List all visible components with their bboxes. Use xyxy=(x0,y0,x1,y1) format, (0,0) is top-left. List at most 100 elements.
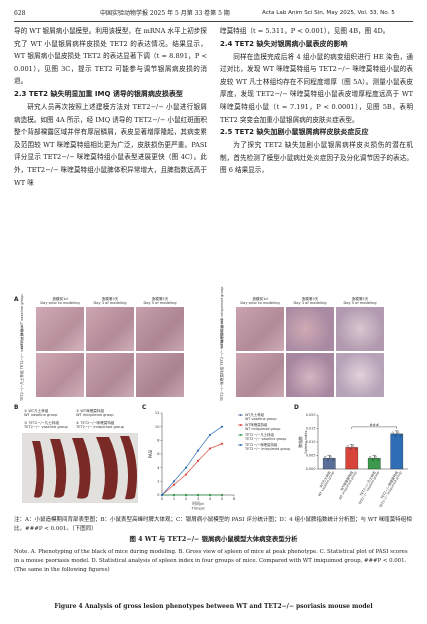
y-axis-label-cn: 脾指数 xyxy=(298,436,303,448)
y-tick-label: 4 xyxy=(157,466,160,470)
data-point xyxy=(209,494,211,496)
data-point xyxy=(185,494,187,496)
spleen-photo xyxy=(22,433,138,503)
x-tick-label: 6 xyxy=(233,497,236,501)
row-label: TET2−/−凡士林组 TET2−/− vaseline group xyxy=(20,325,24,401)
data-point xyxy=(209,447,211,449)
x-tick-label-en: TET2−/− imiquimod group xyxy=(378,470,403,509)
data-point xyxy=(197,460,199,462)
data-point xyxy=(185,473,187,475)
data-point xyxy=(397,432,399,434)
x-tick-label: 1 xyxy=(173,497,175,501)
skin-photo xyxy=(336,353,384,397)
data-point xyxy=(221,426,223,428)
x-tick-label: 2 xyxy=(185,497,187,501)
page-number: 628 xyxy=(14,10,25,17)
panel-b-label: B xyxy=(14,405,18,411)
x-axis-label-en: Time/d xyxy=(191,506,206,511)
bar xyxy=(391,434,403,469)
data-point xyxy=(347,445,349,447)
legend-marker xyxy=(240,424,242,426)
significance-bracket xyxy=(352,427,397,429)
row-label: TET2−/−咪喹莫特组 TET2−/− imiquimod group xyxy=(220,318,224,401)
legend-b-item: ② WT咪喹莫特组 WT imiquimod group xyxy=(76,409,114,417)
time-header: 造模第5天 Day 5 of modeling xyxy=(136,297,184,305)
bar xyxy=(323,458,335,469)
data-point xyxy=(392,432,394,434)
y-tick-label: 8 xyxy=(157,439,160,443)
legend-label-en: TET2−/− vaseline group xyxy=(244,437,286,441)
paragraph: 为了探究 TET2 缺失加剧小鼠银屑病样皮炎损伤的潜在机制，首先检测了模型小鼠病… xyxy=(220,139,413,177)
skin-photo xyxy=(36,353,84,397)
data-point xyxy=(173,494,175,496)
time-header: 造模第3天 Day 3 of modeling xyxy=(286,297,334,305)
right-column: 喹莫特组（t = 5.311，P < 0.001），见图 4B，图 4D。 2.… xyxy=(220,25,413,296)
time-header: 造模第5天 Day 5 of modeling xyxy=(336,297,384,305)
series-line xyxy=(162,444,222,495)
journal-title-en: Acta Lab Anim Sci Sin, May 2025, Vol. 33… xyxy=(262,10,395,17)
data-point xyxy=(173,480,175,482)
y-tick-label: 2 xyxy=(157,480,159,484)
y-tick-label: 0.020 xyxy=(306,413,316,417)
data-point xyxy=(221,494,223,496)
figure-title-en: Figure 4 Analysis of gross lesion phenot… xyxy=(14,602,413,611)
header-rule xyxy=(14,21,413,22)
skin-photo xyxy=(236,307,284,351)
panel-c-label: C xyxy=(142,405,146,411)
data-point xyxy=(161,494,163,496)
paragraph: 导的 WT 银屑病小鼠模型。利用该模型，在 mRNA 水平上初步探究了 WT 小… xyxy=(14,25,207,88)
bar xyxy=(368,458,380,469)
skin-photo xyxy=(136,353,184,397)
paragraph: 同样在造模完成后将 4 组小鼠的病变组织进行 HE 染色，通过对比，发现 WT … xyxy=(220,51,413,127)
legend-b-item: ③ TET2−/−凡士林组 TET2−/− vaseline group xyxy=(24,421,68,429)
time-header: 造模前1d Day prior to modeling xyxy=(36,297,84,305)
legend-b-item: ① WT凡士林组 WT vaseline group xyxy=(24,409,57,417)
y-tick-label: 10 xyxy=(155,425,160,429)
y-tick-label: 6 xyxy=(157,452,160,456)
time-header: 造模前1d Day prior to modeling xyxy=(236,297,284,305)
data-point xyxy=(209,434,211,436)
skin-photo xyxy=(286,307,334,351)
section-heading-2-3: 2.3 TET2 缺失明显加重 IMQ 诱导的银屑病皮损表型 xyxy=(14,88,207,101)
legend-marker xyxy=(240,434,242,436)
legend-label-en: WT imiquimod group xyxy=(245,427,280,431)
bar xyxy=(346,447,358,469)
figure-note-cn: 注：A：小鼠造模期间背部表型图；B：小鼠表型高峰时脾大体观；C：银屑病小鼠模型的… xyxy=(14,516,413,534)
journal-title-cn: 中国实验动物学报 2025 年 5 月第 33 卷第 5 期 xyxy=(100,10,230,17)
data-point xyxy=(197,494,199,496)
data-point xyxy=(330,456,332,458)
x-tick-label: 5 xyxy=(221,497,223,501)
data-point xyxy=(352,445,354,447)
section-heading-2-5: 2.5 TET2 缺失加剧小鼠银屑病样皮肤炎症反应 xyxy=(220,126,413,139)
legend-marker xyxy=(240,414,242,416)
data-point xyxy=(173,484,175,486)
data-point xyxy=(197,449,199,451)
data-point xyxy=(185,467,187,469)
x-tick-label-en: TET2−/− vaseline group xyxy=(357,470,380,506)
skin-photo xyxy=(86,307,134,351)
skin-photo xyxy=(286,353,334,397)
y-tick-label: 12 xyxy=(155,411,160,415)
figure-title-cn: 图 4 WT 与 TET2−/− 银屑病小鼠模型大体病变表型分析 xyxy=(14,535,413,544)
data-point xyxy=(369,456,371,458)
skin-photo xyxy=(236,353,284,397)
y-axis-label: PASI xyxy=(148,450,153,459)
skin-photo xyxy=(86,353,134,397)
legend-b-item: ④ TET2−/−咪喹莫特组 TET2−/− imiquimod group xyxy=(76,421,124,429)
data-point xyxy=(221,443,223,445)
series-line xyxy=(162,427,222,495)
section-heading-2-4: 2.4 TET2 缺失对银屑病小鼠表皮的影响 xyxy=(220,38,413,51)
y-tick-label: 0 xyxy=(157,493,160,497)
skin-photo xyxy=(136,307,184,351)
figure-4: A 造模前1d Day prior to modeling 造模第3天 Day 3 … xyxy=(14,297,413,515)
data-point xyxy=(375,456,377,458)
spleen-index-bar-chart: 0.000 0.005 0.010 0.015 0.020 脾指数 Spleen index… xyxy=(298,407,413,513)
panel-a-label: A xyxy=(14,297,19,303)
x-tick-label: 4 xyxy=(209,497,212,501)
legend-label-en: WT vaseline group xyxy=(245,417,276,421)
data-point xyxy=(324,456,326,458)
time-header: 造模第3天 Day 3 of modeling xyxy=(86,297,134,305)
x-tick-label: 0 xyxy=(161,497,164,501)
y-tick-label: 0.015 xyxy=(306,427,316,431)
